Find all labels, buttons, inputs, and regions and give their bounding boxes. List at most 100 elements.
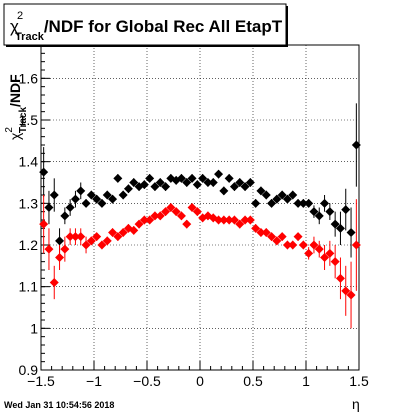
data-point (55, 236, 65, 246)
data-point (235, 178, 245, 187)
x-tick-label: 0 (196, 373, 204, 389)
data-point (224, 215, 234, 225)
data-point (97, 198, 107, 208)
data-point (145, 215, 155, 225)
data-point (298, 198, 308, 208)
data-point (229, 215, 239, 225)
data-point (113, 173, 123, 183)
data-point (245, 178, 255, 187)
data-point (150, 182, 160, 192)
data-point (240, 182, 250, 192)
data-point (320, 253, 330, 262)
data-point (49, 190, 59, 200)
chart-title: χ2 Track/NDF for Global Rec All EtapT (10, 10, 283, 43)
series-0 (39, 103, 361, 258)
x-tick-label: 1.5 (349, 373, 369, 389)
data-point (282, 194, 292, 204)
data-point (267, 232, 277, 242)
data-point (92, 194, 102, 204)
data-point (171, 207, 181, 217)
data-point (214, 169, 224, 179)
data-point (81, 198, 91, 208)
data-point (60, 244, 70, 254)
data-point (288, 240, 298, 250)
data-point (341, 205, 351, 215)
data-point (39, 167, 49, 177)
data-point (288, 190, 298, 200)
data-point (229, 182, 239, 192)
data-point (198, 173, 208, 183)
x-tick-label: 0.5 (243, 373, 263, 389)
data-point (192, 207, 202, 217)
data-point (240, 215, 250, 225)
x-tick-label: −1 (86, 373, 102, 389)
data-point (314, 244, 324, 254)
data-point (44, 203, 54, 212)
series-1 (39, 195, 361, 329)
data-point (86, 236, 96, 246)
x-tick-label: −1.5 (27, 373, 55, 389)
data-point (76, 186, 86, 196)
y-tick-label: 1.2 (19, 237, 39, 253)
data-point (335, 223, 345, 233)
data-point (44, 244, 54, 254)
data-point (102, 236, 112, 246)
data-point (176, 173, 186, 183)
data-point (245, 215, 255, 225)
data-point (155, 211, 165, 221)
data-point (203, 178, 213, 187)
data-point (129, 225, 139, 235)
y-tick-label: 1.4 (19, 154, 39, 170)
data-point (325, 207, 335, 217)
y-tick-label: 1.5 (19, 112, 39, 128)
data-point (208, 178, 218, 187)
data-point (330, 257, 340, 267)
data-point (309, 207, 319, 217)
data-point (325, 248, 335, 258)
data-point (108, 228, 118, 237)
data-point (139, 215, 149, 225)
x-axis-title: η (352, 396, 360, 412)
data-point (219, 215, 229, 225)
data-point (65, 203, 75, 212)
grid (40, 45, 360, 371)
data-point (272, 236, 282, 246)
data-point (139, 180, 149, 190)
data-point (298, 240, 308, 250)
data-point (214, 215, 224, 225)
title-box: χ2 Track/NDF for Global Rec All EtapT (3, 3, 288, 47)
data-point (341, 286, 351, 296)
data-point (224, 173, 234, 183)
data-point (113, 232, 123, 242)
data-point (277, 190, 287, 200)
data-point (314, 211, 324, 221)
x-tick-label: 1 (302, 373, 310, 389)
data-point (282, 240, 292, 250)
y-axis-title: χ2 Track/NDF (4, 74, 29, 140)
data-point (155, 178, 165, 187)
data-point (182, 178, 192, 187)
y-tick-labels: 0.9 1 1.1 1.2 1.3 1.4 1.5 1.6 (19, 70, 39, 378)
data-point (166, 203, 176, 212)
data-point (330, 219, 340, 229)
data-point (192, 180, 202, 190)
data-point (97, 240, 107, 250)
data-point (86, 190, 96, 200)
data-point (60, 211, 70, 221)
data-point (187, 173, 197, 183)
data-point (251, 198, 261, 208)
data-point (70, 232, 80, 242)
data-point (346, 228, 356, 237)
data-point (235, 219, 245, 229)
data-point (261, 228, 271, 237)
data-point (272, 194, 282, 204)
data-point (251, 223, 261, 233)
data-point (49, 278, 59, 287)
data-point (150, 211, 160, 221)
data-point (92, 232, 102, 242)
data-point (219, 186, 229, 196)
data-point (118, 190, 128, 200)
data-point (55, 253, 65, 262)
data-point (39, 219, 49, 229)
data-point (182, 219, 192, 229)
